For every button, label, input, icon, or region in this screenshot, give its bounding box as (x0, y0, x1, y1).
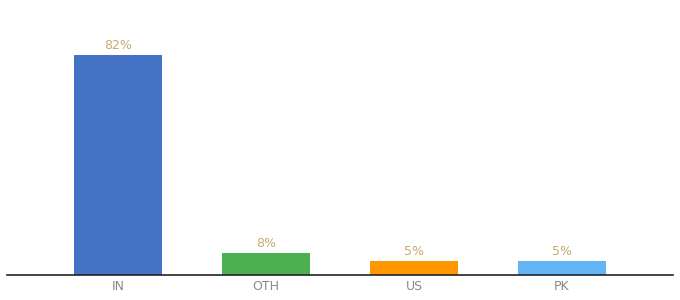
Bar (517, 261, 607, 274)
Bar (73, 55, 163, 275)
Bar (222, 253, 310, 274)
Text: 5%: 5% (552, 245, 572, 258)
Text: 8%: 8% (256, 237, 276, 250)
Bar (370, 261, 458, 274)
Text: 82%: 82% (104, 39, 132, 52)
Text: 5%: 5% (404, 245, 424, 258)
